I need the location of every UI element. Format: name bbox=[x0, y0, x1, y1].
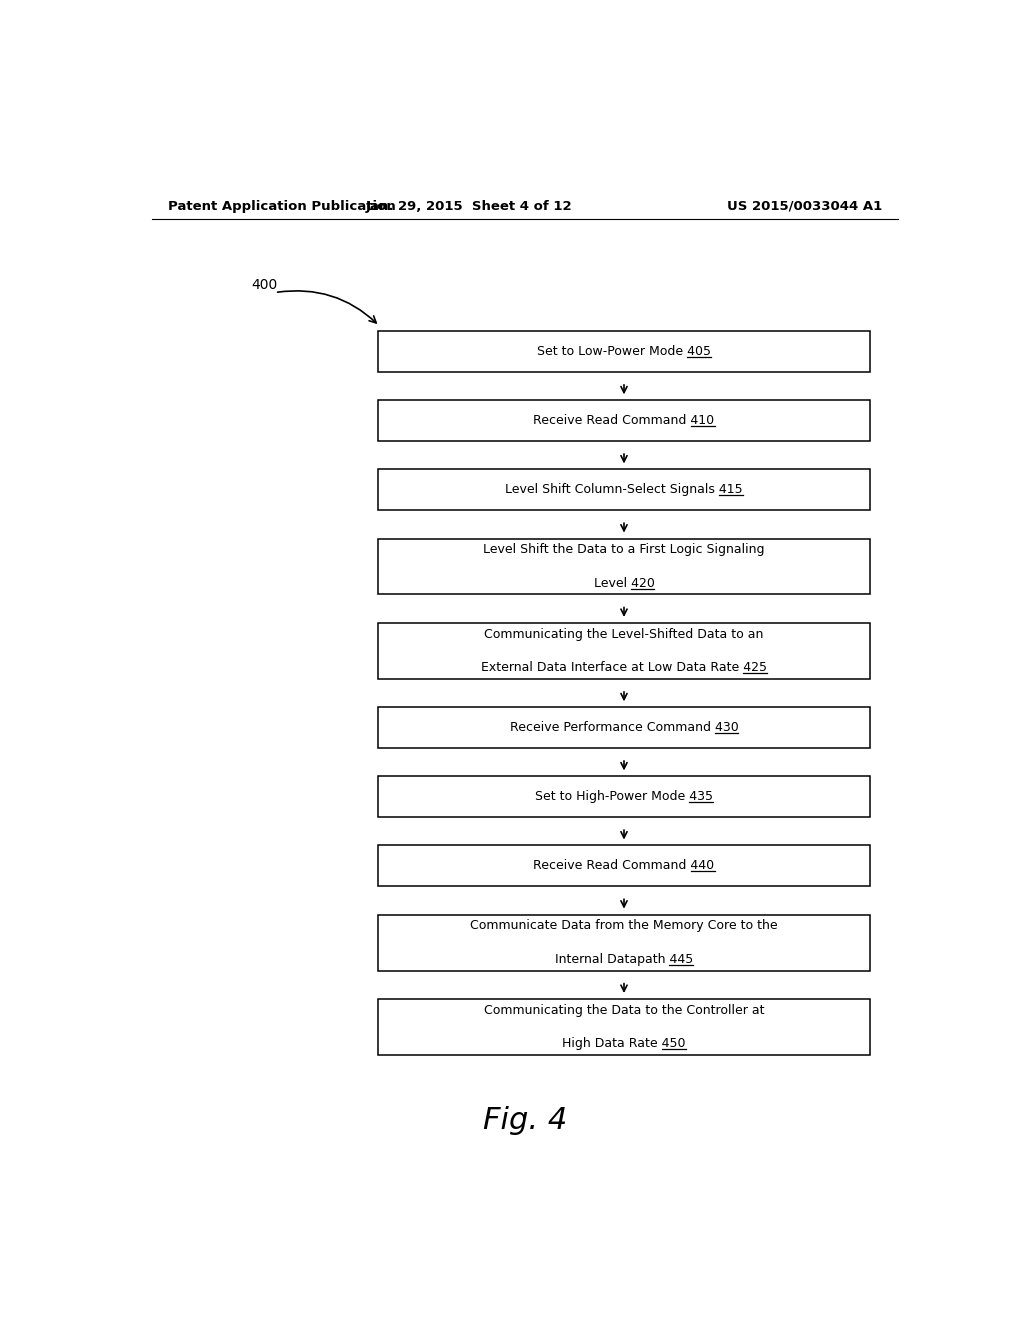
Text: 400: 400 bbox=[251, 279, 278, 293]
Text: Patent Application Publication: Patent Application Publication bbox=[168, 199, 395, 213]
Bar bbox=[378, 539, 870, 594]
Bar bbox=[378, 470, 870, 510]
Bar bbox=[378, 915, 870, 970]
Text: Receive Performance Command 430: Receive Performance Command 430 bbox=[510, 721, 738, 734]
Bar bbox=[378, 999, 870, 1055]
Bar bbox=[378, 846, 870, 886]
Text: Level Shift the Data to a First Logic Signaling: Level Shift the Data to a First Logic Si… bbox=[483, 544, 765, 556]
Bar bbox=[378, 400, 870, 441]
Text: Set to High-Power Mode 435: Set to High-Power Mode 435 bbox=[535, 791, 713, 803]
Bar bbox=[378, 708, 870, 748]
Text: Internal Datapath 445: Internal Datapath 445 bbox=[555, 953, 693, 966]
Text: Receive Read Command 440: Receive Read Command 440 bbox=[534, 859, 715, 873]
Text: Communicating the Level-Shifted Data to an: Communicating the Level-Shifted Data to … bbox=[484, 627, 764, 640]
Bar bbox=[378, 331, 870, 372]
Text: External Data Interface at Low Data Rate 425: External Data Interface at Low Data Rate… bbox=[481, 661, 767, 675]
Text: Communicating the Data to the Controller at: Communicating the Data to the Controller… bbox=[483, 1003, 764, 1016]
Bar bbox=[378, 776, 870, 817]
Bar bbox=[378, 623, 870, 678]
Text: Communicate Data from the Memory Core to the: Communicate Data from the Memory Core to… bbox=[470, 919, 778, 932]
Text: Receive Read Command 410: Receive Read Command 410 bbox=[534, 414, 715, 428]
Text: Fig. 4: Fig. 4 bbox=[482, 1106, 567, 1135]
Text: US 2015/0033044 A1: US 2015/0033044 A1 bbox=[727, 199, 882, 213]
Text: High Data Rate 450: High Data Rate 450 bbox=[562, 1038, 686, 1051]
Text: Level 420: Level 420 bbox=[594, 577, 654, 590]
Text: Level Shift Column-Select Signals 415: Level Shift Column-Select Signals 415 bbox=[505, 483, 742, 496]
Text: Set to Low-Power Mode 405: Set to Low-Power Mode 405 bbox=[537, 345, 711, 358]
Text: Jan. 29, 2015  Sheet 4 of 12: Jan. 29, 2015 Sheet 4 of 12 bbox=[366, 199, 572, 213]
